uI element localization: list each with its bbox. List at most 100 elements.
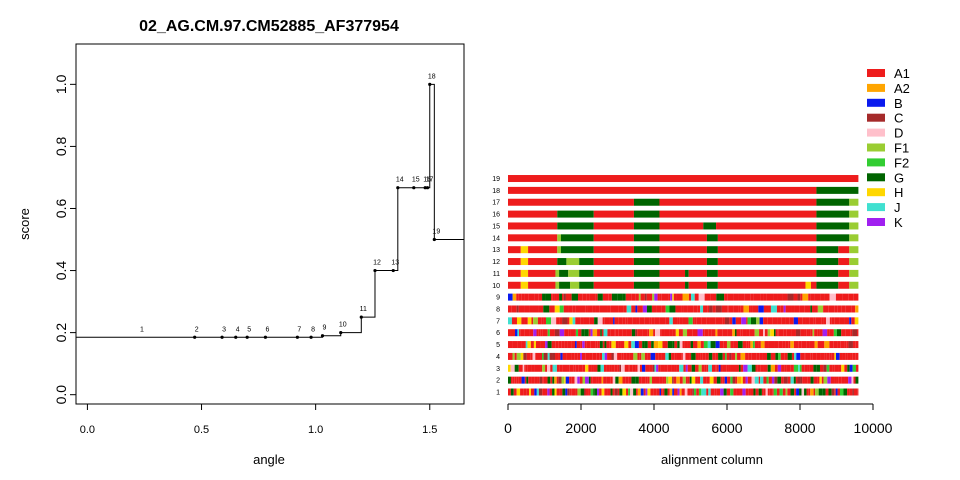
segment xyxy=(588,376,591,384)
segment xyxy=(797,376,801,384)
segment xyxy=(717,329,723,337)
segment xyxy=(728,364,731,372)
segment xyxy=(855,352,859,360)
segment xyxy=(834,388,836,396)
segment xyxy=(626,329,632,337)
segment xyxy=(819,329,823,337)
segment xyxy=(709,305,713,313)
point-label: 18 xyxy=(428,73,436,80)
segment xyxy=(547,388,550,396)
segment xyxy=(662,376,665,384)
segment xyxy=(592,352,597,360)
segment xyxy=(560,352,563,360)
segment xyxy=(533,329,537,337)
segment xyxy=(677,341,680,349)
segment xyxy=(855,376,859,384)
segment xyxy=(787,293,794,301)
segment xyxy=(592,305,596,313)
segment xyxy=(733,388,737,396)
segment xyxy=(581,329,585,337)
segment xyxy=(573,364,576,372)
segment xyxy=(524,364,526,372)
segment xyxy=(833,329,837,337)
segment xyxy=(749,329,755,337)
score-point xyxy=(245,335,249,339)
segment xyxy=(676,364,680,372)
segment xyxy=(585,376,589,384)
segment xyxy=(770,352,776,360)
segment xyxy=(695,376,698,384)
alignment-row xyxy=(508,210,859,218)
segment xyxy=(755,364,758,372)
segment xyxy=(809,341,815,349)
segment xyxy=(562,352,567,360)
segment xyxy=(618,317,623,325)
segment xyxy=(815,317,822,325)
segment xyxy=(672,376,674,384)
segment xyxy=(524,376,527,384)
segment xyxy=(593,234,634,242)
segment xyxy=(737,352,741,360)
segment xyxy=(610,305,613,313)
segment xyxy=(559,317,563,325)
row-label: 16 xyxy=(492,212,500,219)
segment xyxy=(602,341,605,349)
segment xyxy=(651,305,657,313)
segment xyxy=(637,305,643,313)
segment xyxy=(703,222,717,230)
segment xyxy=(805,281,811,289)
alignment-row xyxy=(508,376,859,384)
segment xyxy=(633,269,660,277)
legend-swatch xyxy=(867,218,885,226)
row-label: 13 xyxy=(492,247,500,254)
segment xyxy=(836,376,839,384)
segment xyxy=(746,341,749,349)
segment xyxy=(743,364,748,372)
segment xyxy=(665,341,668,349)
segment xyxy=(672,317,678,325)
segment xyxy=(552,352,556,360)
segment xyxy=(633,210,660,218)
segment xyxy=(790,364,794,372)
segment xyxy=(569,388,572,396)
segment xyxy=(614,388,618,396)
segment xyxy=(691,376,696,384)
segment xyxy=(805,352,808,360)
segment xyxy=(674,341,678,349)
row-label: 3 xyxy=(496,366,500,373)
segment xyxy=(554,388,557,396)
segment xyxy=(695,352,699,360)
segment xyxy=(510,388,514,396)
segment xyxy=(603,329,608,337)
legend-label: B xyxy=(894,96,903,111)
segment xyxy=(580,388,584,396)
segment xyxy=(746,317,748,325)
segment xyxy=(850,329,853,337)
segment xyxy=(735,376,738,384)
segment xyxy=(829,341,834,349)
segment xyxy=(848,376,852,384)
segment xyxy=(682,352,686,360)
segment xyxy=(838,269,850,277)
segment xyxy=(659,269,686,277)
segment xyxy=(534,293,539,301)
segment xyxy=(775,364,778,372)
segment xyxy=(835,352,840,360)
segment xyxy=(525,364,528,372)
segment xyxy=(777,376,782,384)
segment xyxy=(577,388,581,396)
segment xyxy=(528,376,532,384)
segment xyxy=(851,305,856,313)
segment xyxy=(845,305,852,313)
segment xyxy=(618,329,623,337)
segment xyxy=(654,293,658,301)
segment xyxy=(647,388,651,396)
point-label: 2 xyxy=(195,326,199,333)
segment xyxy=(644,317,650,325)
segment xyxy=(848,293,854,301)
segment xyxy=(668,293,671,301)
segment xyxy=(804,364,808,372)
segment xyxy=(773,329,776,337)
segment xyxy=(700,352,703,360)
segment xyxy=(819,341,825,349)
